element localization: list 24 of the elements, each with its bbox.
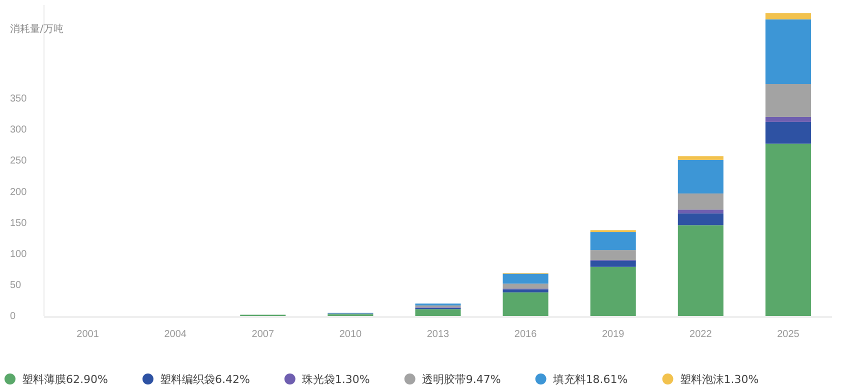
- y-tick-label: 150: [10, 218, 28, 229]
- legend-label: 透明胶带9.47%: [422, 373, 501, 386]
- y-tick-label: 200: [10, 186, 28, 198]
- legend-label: 塑料薄膜62.90%: [22, 373, 108, 386]
- y-axis-title: 消耗量/万吨: [10, 23, 64, 35]
- x-tick-label: 2010: [339, 329, 362, 340]
- x-tick-label: 2004: [164, 329, 187, 340]
- y-tick-label: 350: [10, 94, 28, 104]
- legend-label: 珠光袋1.30%: [302, 373, 370, 386]
- y-tick-label: 0: [10, 311, 16, 322]
- legend-label: 塑料编织袋6.42%: [160, 373, 250, 386]
- x-tick-label: 2016: [514, 329, 538, 340]
- y-tick-label: 250: [10, 156, 28, 167]
- x-tick-label: 2001: [76, 329, 100, 340]
- x-tick-label: 2019: [602, 329, 625, 340]
- legend-label: 塑料泡沫1.30%: [680, 373, 759, 386]
- legend-label: 填充料18.61%: [552, 373, 628, 386]
- x-tick-label: 2007: [252, 329, 274, 340]
- y-tick-label: 100: [10, 249, 28, 260]
- x-tick-label: 2025: [777, 329, 800, 340]
- x-tick-label: 2022: [690, 329, 712, 340]
- y-tick-label: 50: [10, 280, 22, 292]
- x-tick-label: 2013: [426, 329, 450, 340]
- y-tick-label: 300: [10, 124, 28, 136]
